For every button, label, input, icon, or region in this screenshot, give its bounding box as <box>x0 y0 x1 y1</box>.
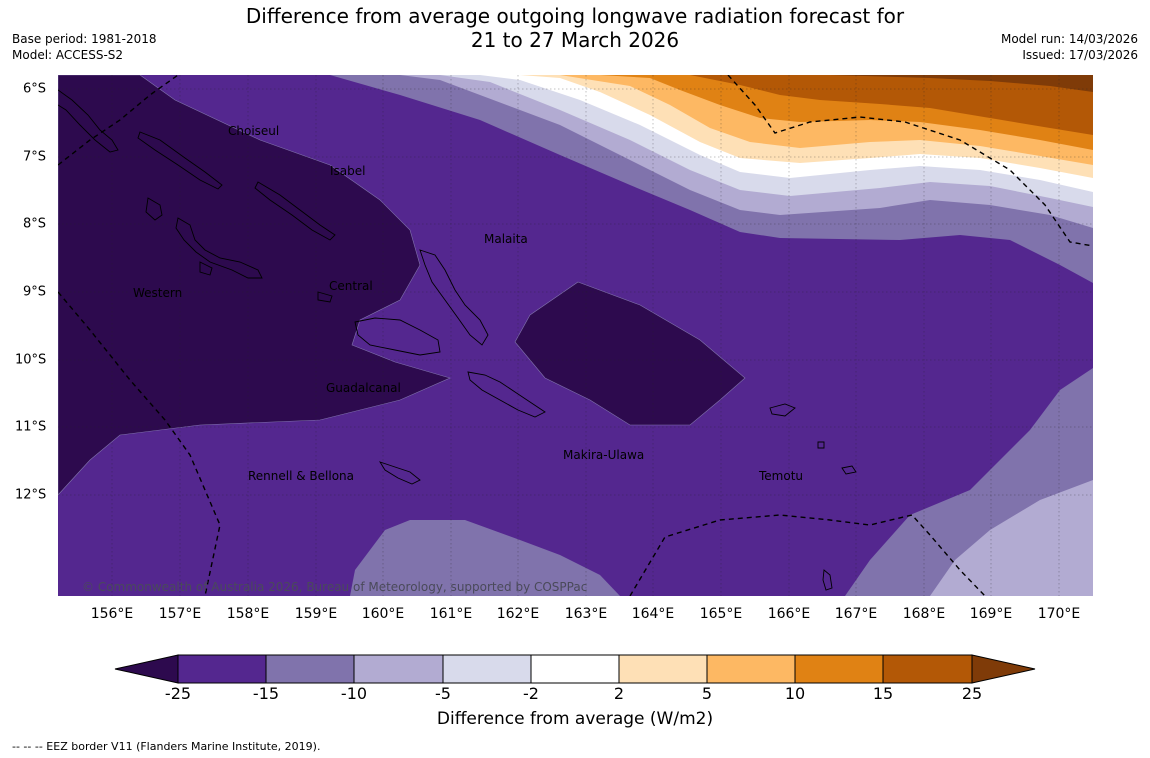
base-period: Base period: 1981-2018 <box>12 32 157 46</box>
lon-label-167e: 167°E <box>834 606 878 622</box>
colorbar-c1 <box>177 654 267 684</box>
copyright-notice: © Commonwealth of Australia 2026, Bureau… <box>82 580 588 594</box>
island-vanikoro <box>841 465 857 475</box>
colorbar-tick: 2 <box>613 684 625 703</box>
place-label-isabel: Isabel <box>330 164 366 178</box>
lat-label-11s: 11°S <box>15 419 47 435</box>
place-label-central: Central <box>329 279 373 293</box>
lat-label-6s: 6°S <box>23 81 47 97</box>
map-title: Difference from average outgoing longwav… <box>0 4 1150 52</box>
colorbar-tick: 10 <box>784 684 806 703</box>
eez-footnote: -- -- -- EEZ border V11 (Flanders Marine… <box>12 740 321 753</box>
colorbar-c9 <box>882 654 973 684</box>
lon-label-162e: 162°E <box>496 606 540 622</box>
colorbar-tick: -25 <box>164 684 192 703</box>
colorbar-tick: -5 <box>435 684 451 703</box>
lat-label-7s: 7°S <box>23 149 47 165</box>
lon-label-156e: 156°E <box>90 606 134 622</box>
lat-label-9s: 9°S <box>23 284 47 300</box>
colorbar-c6 <box>618 654 708 684</box>
island-rennell <box>378 461 421 485</box>
title-line-1: Difference from average outgoing longwav… <box>245 4 905 28</box>
island-vella-lavella <box>145 197 163 221</box>
colorbar-c2 <box>265 654 355 684</box>
issued-date: Issued: 17/03/2026 <box>1022 48 1138 62</box>
lat-label-8s: 8°S <box>23 216 47 232</box>
colorbar-tick: 15 <box>872 684 894 703</box>
band-minus10-minus5-east <box>930 480 1093 596</box>
island-santa-cruz <box>769 403 796 417</box>
lon-label-163e: 163°E <box>564 606 608 622</box>
colorbar-above <box>971 654 1036 684</box>
lat-label-10s: 10°S <box>15 352 47 368</box>
place-label-malaita: Malaita <box>484 232 528 246</box>
island-florida <box>317 291 333 303</box>
colorbar-tick: -2 <box>523 684 539 703</box>
colorbar-tick: -15 <box>252 684 280 703</box>
place-label-temotu: Temotu <box>759 469 804 483</box>
model-run: Model run: 14/03/2026 <box>1000 32 1138 46</box>
colorbar-tick: -10 <box>340 684 368 703</box>
title-line-2: 21 to 27 March 2026 <box>470 28 680 52</box>
meta-left: Base period: 1981-2018 Model: ACCESS-S2 <box>12 31 157 63</box>
lon-label-169e: 169°E <box>969 606 1013 622</box>
island-bougainville <box>58 89 119 153</box>
colorbar-below <box>114 654 179 684</box>
lat-label-12s: 12°S <box>15 487 47 503</box>
lon-label-159e: 159°E <box>294 606 338 622</box>
place-label-western: Western <box>133 286 183 300</box>
forecast-field <box>58 75 1093 596</box>
lon-label-161e: 161°E <box>429 606 473 622</box>
graticule <box>58 75 1093 596</box>
island-rendova <box>199 261 213 276</box>
colorbar-tick: 5 <box>701 684 713 703</box>
lon-label-157e: 157°E <box>158 606 202 622</box>
place-label-guadalcanal: Guadalcanal <box>326 381 401 395</box>
island-new-georgia <box>175 217 263 279</box>
lon-label-165e: 165°E <box>699 606 743 622</box>
place-label-choiseul: Choiseul <box>228 124 280 138</box>
islands <box>58 89 857 591</box>
place-label-makira: Makira-Ulawa <box>563 448 645 462</box>
meta-right: Model run: 14/03/2026 Issued: 17/03/2026 <box>1001 31 1138 63</box>
island-anuta <box>822 569 833 591</box>
colorbar-c7 <box>706 654 796 684</box>
island-isabel <box>254 181 336 241</box>
lon-label-168e: 168°E <box>902 606 946 622</box>
band-minus15-minus10-south <box>350 520 620 596</box>
colorbar-tick: 25 <box>961 684 983 703</box>
island-guadalcanal <box>354 317 441 356</box>
band-below-minus25-west <box>58 75 451 496</box>
colorbar-c5 <box>530 654 620 684</box>
island-choiseul <box>137 131 223 190</box>
eez-border <box>58 75 1093 596</box>
colorbar-c3 <box>353 654 444 684</box>
lon-label-164e: 164°E <box>631 606 675 622</box>
lon-label-158e: 158°E <box>226 606 270 622</box>
band-15-25 <box>690 75 1093 135</box>
colorbar-label: Difference from average (W/m2) <box>436 709 714 729</box>
band-below-minus25-center <box>514 281 746 426</box>
place-label-rennell: Rennell & Bellona <box>248 469 355 483</box>
colorbar-c8 <box>794 654 884 684</box>
lon-label-170e: 170°E <box>1037 606 1081 622</box>
band-above-25 <box>830 75 1093 92</box>
colorbar-c4 <box>442 654 532 684</box>
lon-label-166e: 166°E <box>767 606 811 622</box>
model-name: Model: ACCESS-S2 <box>12 48 124 62</box>
island-malaita <box>419 249 489 346</box>
island-tinakula <box>817 441 825 449</box>
island-makira <box>467 371 546 418</box>
lon-label-160e: 160°E <box>361 606 405 622</box>
